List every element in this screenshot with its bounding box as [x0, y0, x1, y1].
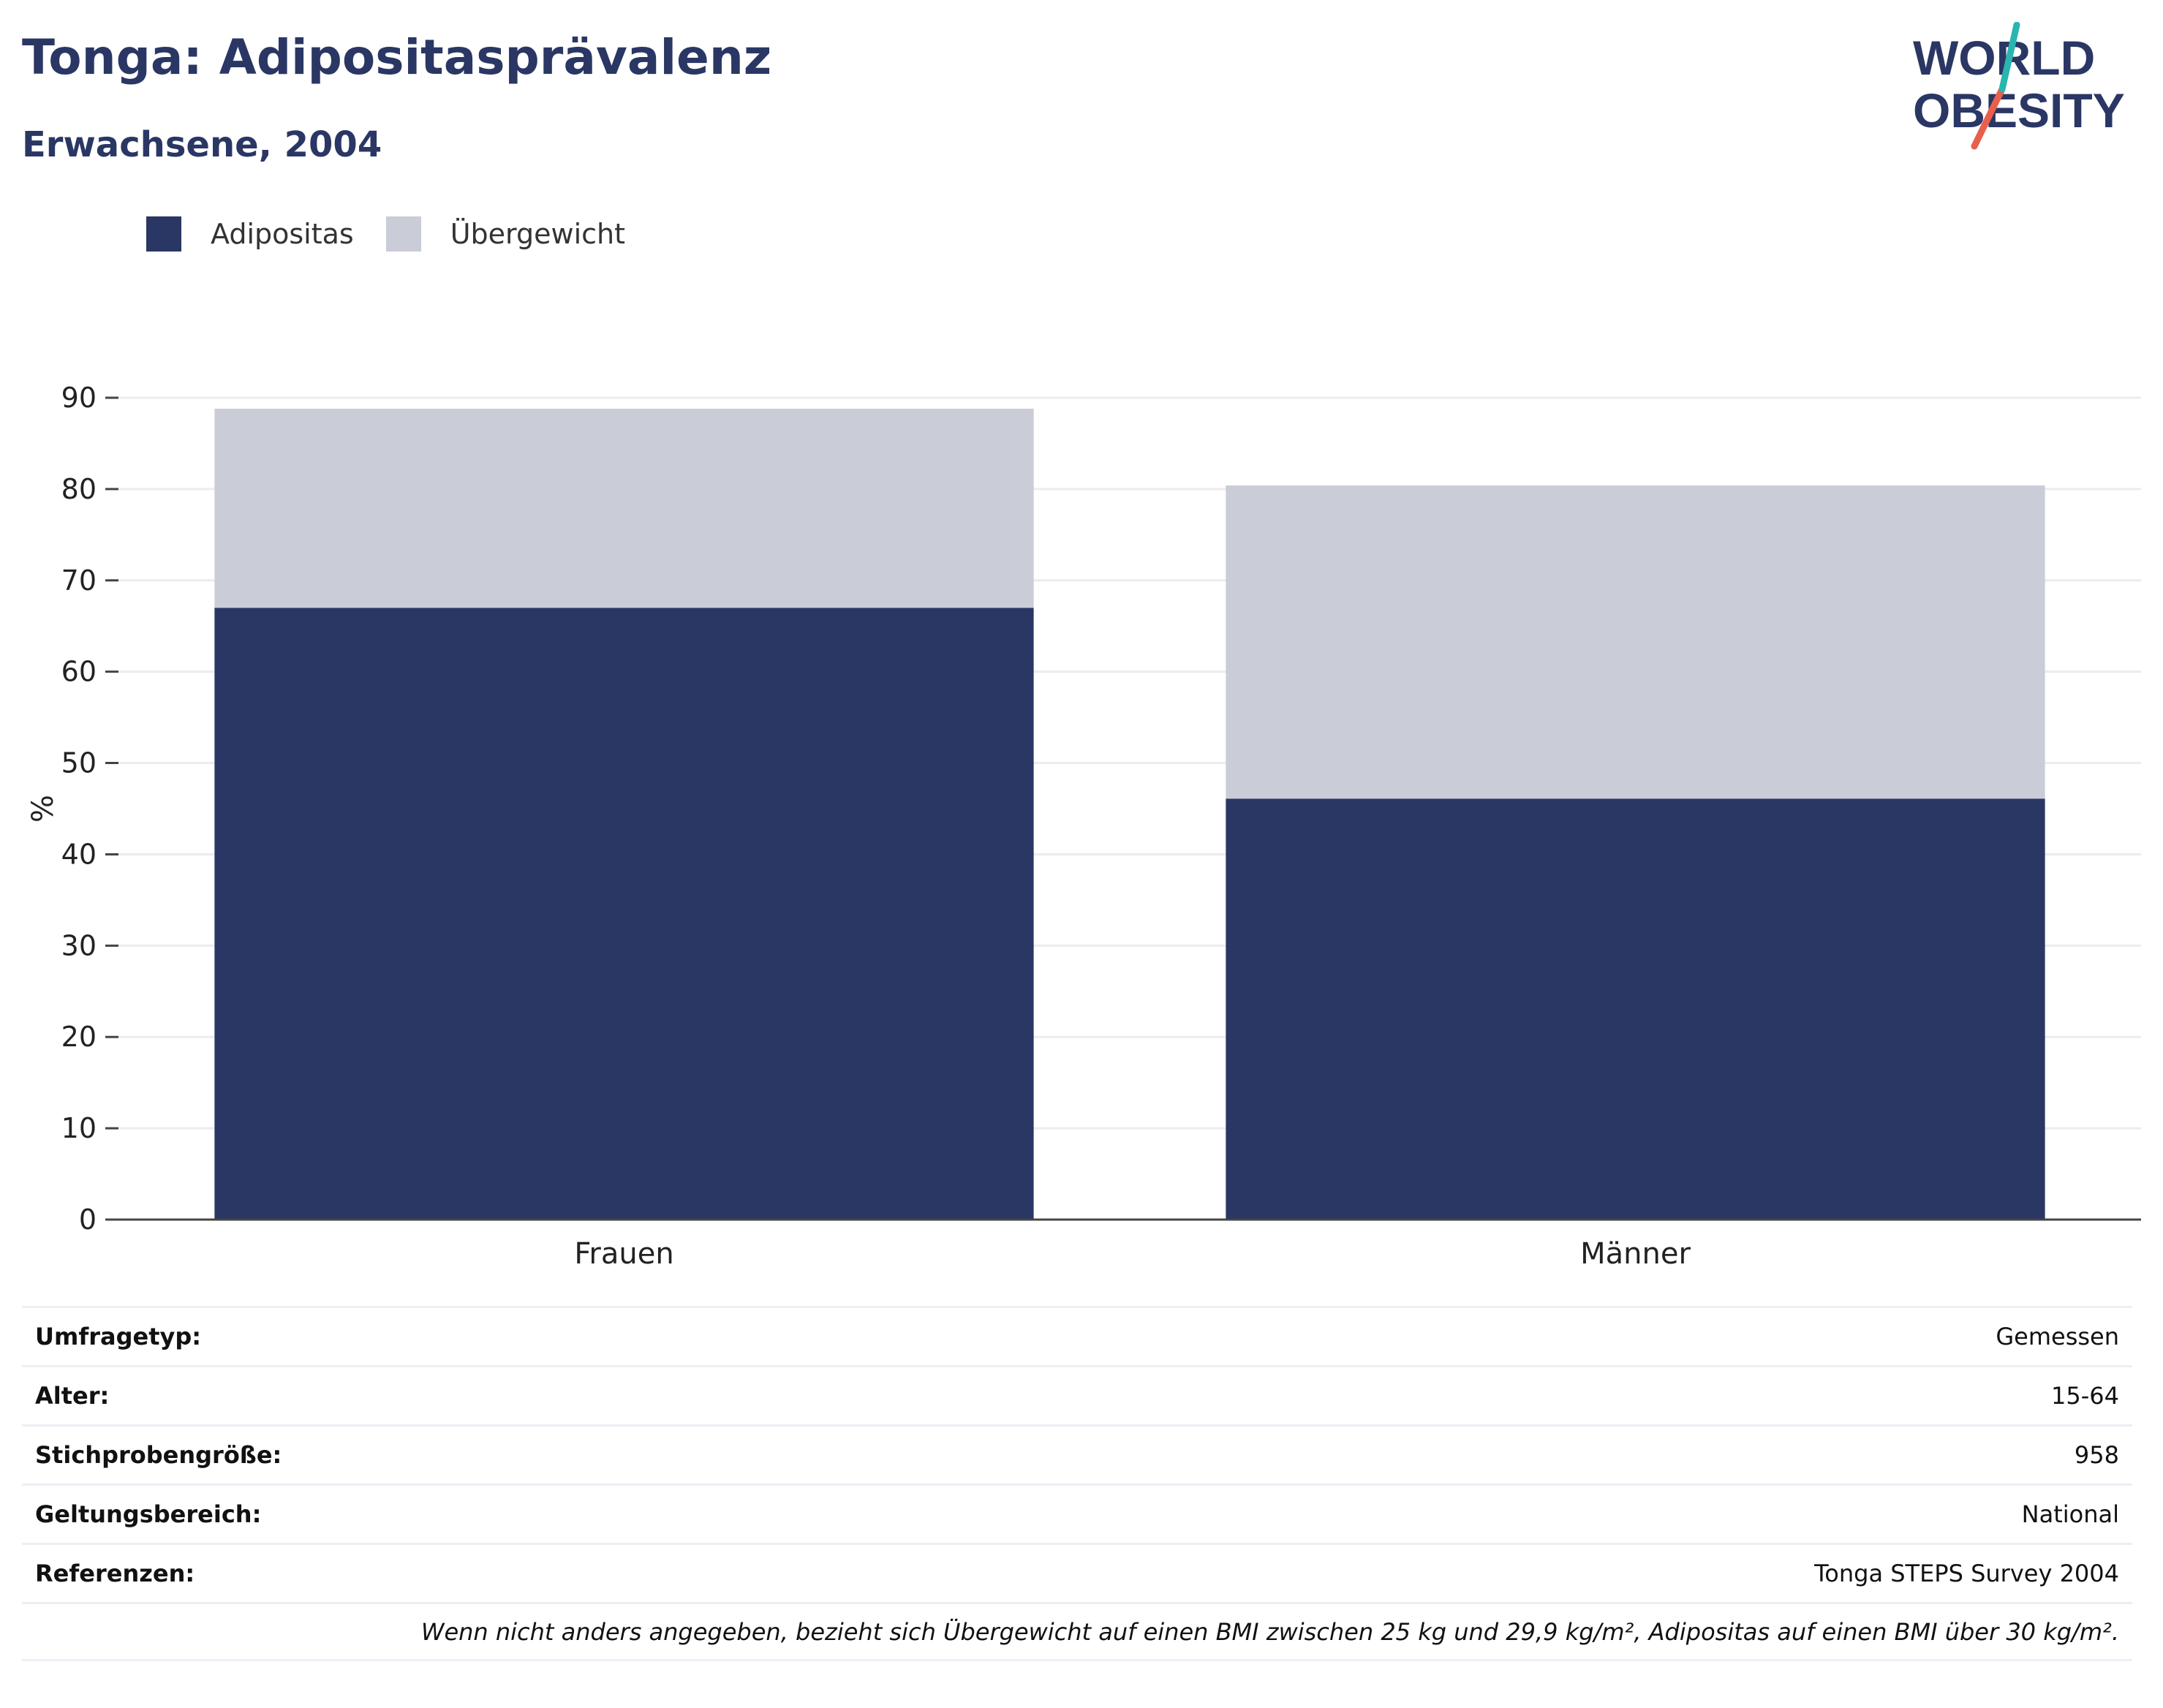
bar-overweight-1 — [1226, 485, 2045, 799]
info-key: Alter: — [35, 1382, 110, 1410]
info-key: Geltungsbereich: — [35, 1500, 262, 1528]
info-row-age: Alter: 15-64 — [22, 1365, 2132, 1424]
info-value: Tonga STEPS Survey 2004 — [1814, 1560, 2119, 1587]
legend-label-obesity: Adipositas — [211, 218, 354, 250]
bar-obesity-0 — [214, 608, 1034, 1220]
info-row-survey-type: Umfragetyp: Gemessen — [22, 1306, 2132, 1365]
y-tick-label: 70 — [61, 564, 97, 597]
info-key: Umfragetyp: — [35, 1323, 202, 1350]
chart-title: Tonga: Adipositasprävalenz — [22, 29, 772, 86]
info-key: Referenzen: — [35, 1560, 195, 1587]
legend-swatch-overweight — [385, 216, 421, 252]
info-value: National — [2021, 1500, 2119, 1528]
bar-overweight-0 — [214, 408, 1034, 608]
legend-label-overweight: Übergewicht — [450, 218, 625, 250]
x-tick-label: Frauen — [574, 1237, 673, 1271]
legend-item-overweight[interactable]: Übergewicht — [385, 216, 625, 252]
world-obesity-logo: WORLD OBESITY — [1913, 22, 2125, 150]
info-key: Stichprobengröße: — [35, 1441, 282, 1469]
y-axis-label: % — [26, 795, 60, 823]
legend-item-obesity[interactable]: Adipositas — [146, 216, 354, 252]
y-tick-label: 90 — [61, 382, 97, 414]
y-tick-label: 20 — [61, 1021, 97, 1053]
bar-obesity-1 — [1226, 798, 2045, 1220]
y-tick-label: 0 — [79, 1203, 97, 1236]
info-row-sample-size: Stichprobengröße: 958 — [22, 1424, 2132, 1484]
bar-chart: 0 10 20 30 40 50 60 70 80 90% Frauen Männer — [26, 382, 2141, 1271]
definition-note: Wenn nicht anders angegeben, bezieht sic… — [22, 1602, 2132, 1661]
note-text: Wenn nicht anders angegeben, bezieht sic… — [420, 1617, 2119, 1646]
chart-legend: Adipositas Übergewicht — [146, 216, 657, 252]
chart-subtitle: Erwachsene, 2004 — [22, 124, 382, 165]
info-value: 958 — [2074, 1441, 2119, 1469]
y-tick-label: 10 — [61, 1112, 97, 1144]
svg-text:OBESITY: OBESITY — [1913, 83, 2125, 137]
y-tick-label: 50 — [61, 747, 97, 779]
info-value: Gemessen — [1996, 1323, 2119, 1350]
x-tick-label: Männer — [1580, 1237, 1691, 1271]
y-tick-label: 40 — [61, 838, 97, 870]
info-row-references: Referenzen: Tonga STEPS Survey 2004 — [22, 1543, 2132, 1602]
info-value: 15-64 — [2051, 1382, 2119, 1410]
y-tick-label: 80 — [61, 473, 97, 505]
info-table: Umfragetyp: Gemessen Alter: 15-64 Stichp… — [22, 1306, 2132, 1661]
legend-swatch-obesity — [146, 216, 181, 252]
y-tick-label: 60 — [61, 656, 97, 688]
info-row-scope: Geltungsbereich: National — [22, 1484, 2132, 1543]
y-tick-label: 30 — [61, 929, 97, 961]
